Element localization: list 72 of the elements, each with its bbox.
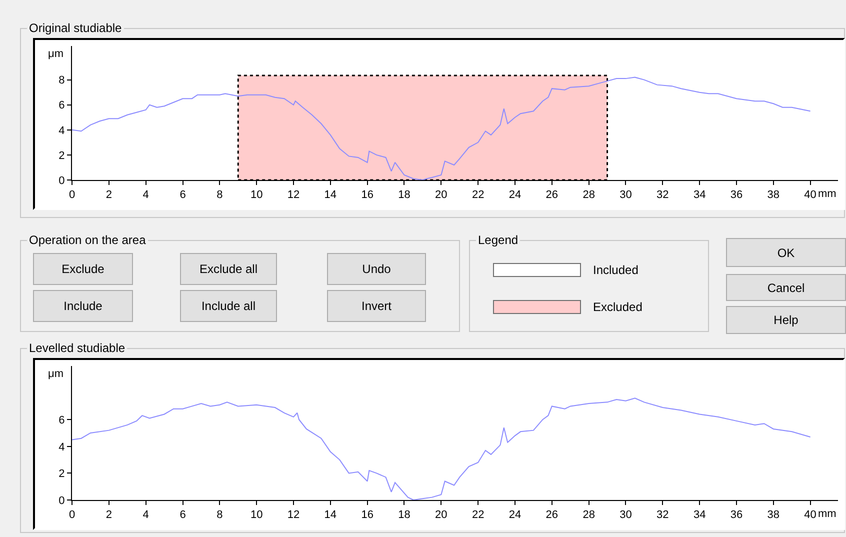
button[interactable]: Exclude all bbox=[180, 253, 277, 285]
button[interactable]: Include bbox=[33, 290, 133, 322]
text: Excluded bbox=[593, 300, 642, 314]
x-tick-label: 0 bbox=[68, 189, 76, 202]
x-tick-label: 40 bbox=[804, 189, 816, 202]
x-tick-label: 18 bbox=[398, 509, 410, 522]
y-tick-label: 2 bbox=[58, 150, 65, 162]
x-tick-label: 12 bbox=[287, 509, 300, 522]
y-tick-label: 0 bbox=[58, 174, 65, 187]
y-tick-label: 0 bbox=[58, 494, 65, 507]
x-tick-label: 28 bbox=[582, 509, 595, 522]
button[interactable]: Exclude bbox=[33, 253, 133, 285]
x-tick-label: 32 bbox=[656, 509, 669, 522]
button[interactable]: Invert bbox=[327, 290, 426, 322]
x-tick-label: 38 bbox=[767, 509, 780, 522]
y-tick-label: 8 bbox=[58, 74, 65, 87]
x-tick-label: 28 bbox=[582, 189, 595, 202]
x-tick-label: 8 bbox=[216, 509, 223, 522]
x-tick-label: 32 bbox=[656, 189, 669, 202]
x-tick-label: 22 bbox=[472, 509, 484, 522]
text: Legend bbox=[477, 233, 520, 247]
x-tick-label: 20 bbox=[435, 509, 448, 522]
x-tick-label: 10 bbox=[250, 509, 263, 522]
y-tick-label: 6 bbox=[58, 100, 65, 112]
x-tick-label: 30 bbox=[620, 189, 632, 202]
button[interactable]: OK bbox=[726, 238, 846, 267]
line-series bbox=[72, 398, 811, 500]
x-tick-label: 10 bbox=[250, 189, 263, 202]
x-tick-label: 8 bbox=[216, 189, 223, 202]
x-tick-label: 34 bbox=[693, 509, 706, 522]
y-axis-title: μm bbox=[48, 368, 64, 380]
button[interactable]: Help bbox=[726, 306, 846, 334]
x-tick-label: 16 bbox=[361, 509, 374, 522]
text: Operation on the area bbox=[28, 233, 147, 247]
chart-title: Original studiable bbox=[28, 21, 123, 35]
button[interactable]: Undo bbox=[327, 253, 426, 285]
button[interactable]: Include all bbox=[180, 290, 277, 322]
x-tick-label: 0 bbox=[68, 509, 76, 522]
x-tick-label: 18 bbox=[398, 189, 410, 202]
x-tick-label: 26 bbox=[546, 189, 558, 202]
line-series bbox=[72, 76, 811, 180]
x-tick-label: 12 bbox=[287, 189, 300, 202]
x-tick-label: 24 bbox=[508, 509, 522, 522]
y-tick-label: 4 bbox=[58, 441, 65, 454]
x-tick-label: 36 bbox=[730, 189, 743, 202]
x-tick-label: 4 bbox=[142, 189, 149, 202]
y-tick-label: 6 bbox=[58, 414, 65, 426]
y-tick-label: 2 bbox=[58, 468, 65, 480]
button[interactable]: Cancel bbox=[726, 274, 846, 301]
x-tick-label: 16 bbox=[361, 189, 374, 202]
x-tick-label: 6 bbox=[180, 189, 186, 202]
x-tick-label: 22 bbox=[472, 189, 484, 202]
x-tick-label: 4 bbox=[142, 509, 149, 522]
x-tick-label: 24 bbox=[508, 189, 522, 202]
x-tick-label: 14 bbox=[324, 189, 337, 202]
x-tick-label: 6 bbox=[180, 509, 186, 522]
x-axis-title: mm bbox=[818, 508, 836, 520]
x-tick-label: 14 bbox=[324, 509, 337, 522]
chart-title: Levelled studiable bbox=[28, 341, 126, 355]
x-tick-label: 38 bbox=[767, 189, 780, 202]
y-tick-label: 4 bbox=[58, 124, 65, 137]
x-tick-label: 2 bbox=[106, 189, 112, 202]
x-tick-label: 30 bbox=[620, 509, 632, 522]
x-tick-label: 34 bbox=[693, 189, 706, 202]
x-tick-label: 26 bbox=[546, 509, 558, 522]
x-tick-label: 2 bbox=[106, 509, 112, 522]
x-axis-title: mm bbox=[818, 188, 836, 200]
y-axis-title: μm bbox=[48, 48, 64, 60]
x-tick-label: 40 bbox=[804, 509, 816, 522]
text: Included bbox=[593, 263, 638, 277]
x-tick-label: 20 bbox=[435, 189, 448, 202]
x-tick-label: 36 bbox=[730, 509, 743, 522]
